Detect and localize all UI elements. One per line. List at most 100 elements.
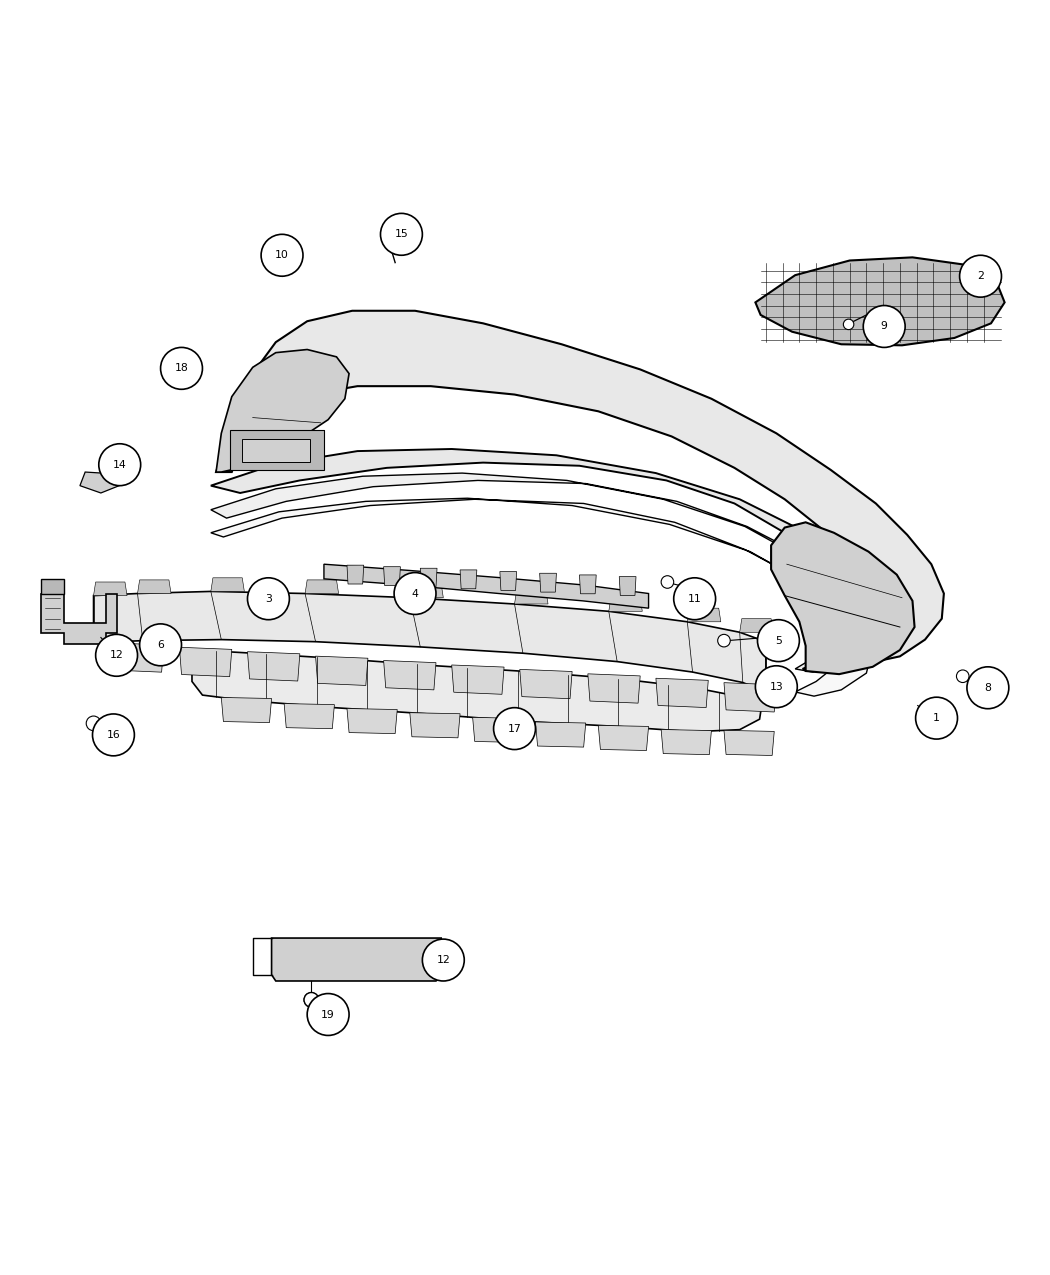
Text: 16: 16 <box>106 729 121 740</box>
Polygon shape <box>216 311 944 663</box>
Circle shape <box>92 714 134 756</box>
Circle shape <box>383 235 394 245</box>
Polygon shape <box>739 618 773 632</box>
Polygon shape <box>452 666 504 695</box>
Polygon shape <box>211 499 873 696</box>
Polygon shape <box>662 729 712 755</box>
Polygon shape <box>41 594 117 644</box>
Circle shape <box>304 992 319 1007</box>
Circle shape <box>96 635 138 676</box>
Polygon shape <box>500 571 517 590</box>
Circle shape <box>674 578 716 620</box>
Polygon shape <box>609 598 643 611</box>
Circle shape <box>140 623 182 666</box>
Polygon shape <box>580 575 596 594</box>
Text: 4: 4 <box>412 589 419 598</box>
Text: 9: 9 <box>881 321 887 332</box>
Text: 19: 19 <box>321 1010 335 1020</box>
Text: 12: 12 <box>437 955 450 965</box>
Text: 13: 13 <box>770 682 783 692</box>
Text: 5: 5 <box>775 636 782 645</box>
Polygon shape <box>211 449 886 672</box>
Polygon shape <box>723 731 774 756</box>
Polygon shape <box>164 370 185 382</box>
Polygon shape <box>222 697 272 723</box>
Text: 11: 11 <box>688 594 701 604</box>
Circle shape <box>99 444 141 486</box>
Polygon shape <box>420 569 437 586</box>
Polygon shape <box>211 578 245 592</box>
Polygon shape <box>383 660 436 690</box>
Circle shape <box>394 572 436 615</box>
Polygon shape <box>93 581 127 595</box>
Polygon shape <box>180 648 232 677</box>
Text: 17: 17 <box>507 724 522 733</box>
Polygon shape <box>93 592 765 692</box>
Circle shape <box>161 347 203 389</box>
Circle shape <box>863 306 905 347</box>
Circle shape <box>304 992 319 1007</box>
Polygon shape <box>536 722 586 747</box>
Circle shape <box>494 708 536 750</box>
Circle shape <box>761 685 776 699</box>
Polygon shape <box>755 258 1005 346</box>
Polygon shape <box>383 566 400 585</box>
Polygon shape <box>771 523 915 674</box>
Polygon shape <box>688 608 721 622</box>
Circle shape <box>248 578 290 620</box>
Polygon shape <box>346 565 363 584</box>
Circle shape <box>269 251 279 261</box>
Polygon shape <box>138 580 171 594</box>
Polygon shape <box>216 349 349 472</box>
Polygon shape <box>723 682 776 711</box>
Circle shape <box>843 319 854 330</box>
Polygon shape <box>111 643 164 672</box>
Text: 10: 10 <box>275 250 289 260</box>
Circle shape <box>308 993 349 1035</box>
Circle shape <box>916 697 958 740</box>
Polygon shape <box>540 574 557 592</box>
Text: 18: 18 <box>174 363 188 374</box>
Circle shape <box>261 235 303 277</box>
Polygon shape <box>306 580 338 594</box>
Circle shape <box>960 255 1002 297</box>
Polygon shape <box>410 584 443 598</box>
Circle shape <box>957 669 969 682</box>
Polygon shape <box>598 725 649 751</box>
Circle shape <box>764 687 773 696</box>
Polygon shape <box>410 713 460 738</box>
Circle shape <box>757 620 799 662</box>
Text: 1: 1 <box>933 713 940 723</box>
Polygon shape <box>316 657 368 686</box>
Text: 15: 15 <box>395 230 408 240</box>
Circle shape <box>380 213 422 255</box>
Polygon shape <box>520 669 572 699</box>
Polygon shape <box>656 678 709 708</box>
Polygon shape <box>248 652 300 681</box>
Circle shape <box>718 635 730 646</box>
Polygon shape <box>41 579 64 594</box>
Polygon shape <box>324 565 649 608</box>
Text: 6: 6 <box>158 640 164 650</box>
Circle shape <box>422 940 464 980</box>
Polygon shape <box>460 570 477 589</box>
Polygon shape <box>514 590 548 604</box>
Text: 12: 12 <box>109 650 124 660</box>
Polygon shape <box>285 704 334 729</box>
Text: 8: 8 <box>985 683 991 692</box>
Polygon shape <box>472 718 523 742</box>
Polygon shape <box>211 473 868 672</box>
Polygon shape <box>588 673 640 703</box>
Polygon shape <box>620 576 636 595</box>
Text: 14: 14 <box>112 460 127 469</box>
Polygon shape <box>80 472 122 493</box>
Text: 2: 2 <box>978 272 984 282</box>
Circle shape <box>755 666 797 708</box>
Polygon shape <box>192 650 761 732</box>
Polygon shape <box>272 938 443 980</box>
Text: 3: 3 <box>265 594 272 604</box>
Circle shape <box>967 667 1009 709</box>
Polygon shape <box>230 430 324 470</box>
Polygon shape <box>346 709 397 733</box>
Circle shape <box>86 717 101 731</box>
